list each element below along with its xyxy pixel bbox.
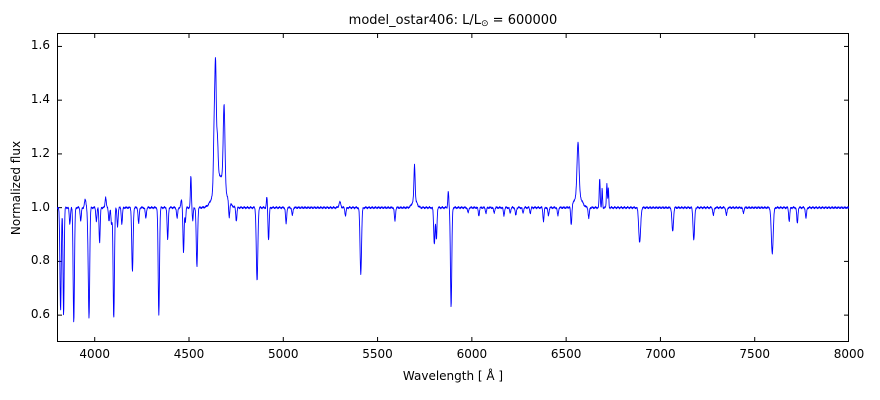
plot-area [57,33,849,342]
x-tick-label: 4500 [173,347,205,361]
chart-title: model_ostar406: L/L⊙ = 600000 [57,13,849,29]
x-tick-label: 7500 [739,347,770,361]
x-tick-label: 4000 [79,347,110,361]
spectrum-line [57,57,849,323]
x-tick-label: 5000 [268,347,299,361]
plot-canvas [57,33,849,342]
y-tick-label: 1.0 [30,199,50,214]
chart-title-text: model_ostar406: L/L [348,13,481,28]
x-tick-label: 7000 [645,347,676,361]
x-tick-label: 5500 [362,347,393,361]
x-tick-label: 6500 [550,347,582,361]
chart-title-value: = 600000 [488,13,558,28]
x-axis-label: Wavelength [ Å ] [402,369,504,383]
y-tick-label: 1.4 [30,92,50,107]
y-tick-label: 0.8 [30,253,50,268]
y-tick-label: 1.2 [30,145,50,160]
x-tick-label: 8000 [833,347,865,361]
tick-marks [57,33,849,342]
axes-frame [57,33,849,342]
y-axis-label: Normalized flux [9,140,23,236]
y-tick-label: 0.6 [30,307,50,322]
sun-symbol: ⊙ [480,19,489,29]
x-tick-label: 6000 [456,347,488,361]
y-tick-label: 1.6 [30,38,50,53]
